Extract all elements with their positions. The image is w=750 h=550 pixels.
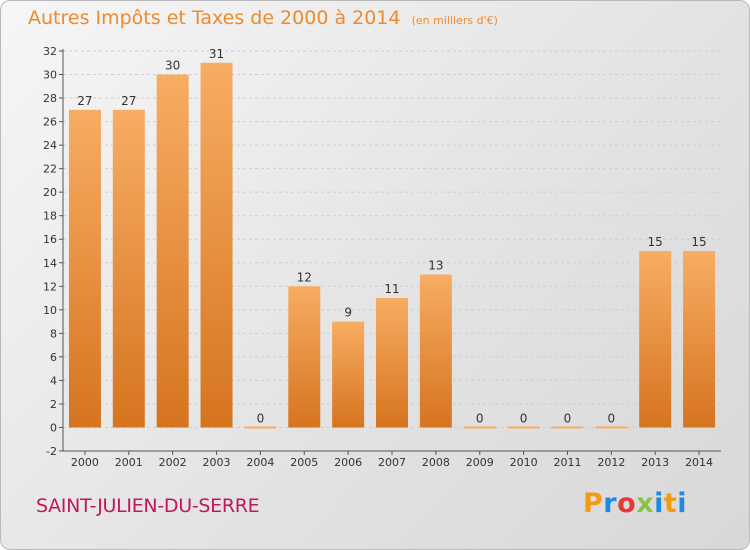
data-label: 15	[648, 235, 663, 249]
bar	[463, 426, 496, 429]
x-tick-label: 2008	[422, 456, 450, 469]
chart-title: Autres Impôts et Taxes de 2000 à 2014 (e…	[28, 7, 498, 29]
y-tick-label: 28	[43, 92, 57, 105]
data-label: 0	[608, 411, 616, 425]
title-text: Autres Impôts et Taxes de 2000 à 2014	[28, 7, 401, 29]
data-label: 0	[564, 411, 572, 425]
data-label: 27	[121, 94, 136, 108]
data-label: 30	[165, 59, 180, 73]
brand-letter: i	[677, 488, 688, 519]
data-label: 9	[344, 306, 352, 320]
data-label: 11	[384, 282, 399, 296]
data-label: 13	[428, 259, 443, 273]
y-tick-label: 2	[50, 398, 57, 411]
x-tick-label: 2010	[510, 456, 538, 469]
y-tick-label: 26	[43, 116, 57, 129]
bar	[244, 426, 277, 429]
bar	[419, 274, 452, 428]
x-tick-label: 2004	[246, 456, 274, 469]
bar	[332, 321, 365, 428]
x-tick-label: 2014	[685, 456, 713, 469]
y-tick-label: 8	[50, 327, 57, 340]
brand-letter: P	[583, 488, 604, 519]
data-label: 0	[257, 411, 265, 425]
x-tick-label: 2009	[466, 456, 494, 469]
data-label: 12	[297, 270, 312, 284]
x-tick-label: 2012	[597, 456, 625, 469]
brand-letter: i	[654, 488, 664, 519]
x-tick-label: 2002	[159, 456, 187, 469]
bar	[376, 298, 408, 428]
bar	[288, 286, 321, 428]
x-tick-label: 2003	[203, 456, 231, 469]
title-unit: (en milliers d'€)	[411, 14, 498, 27]
x-tick-label: 2007	[378, 456, 406, 469]
y-tick-label: 10	[43, 304, 57, 317]
y-tick-label: 0	[50, 421, 57, 434]
y-tick-label: 24	[43, 139, 57, 152]
y-tick-label: -2	[46, 445, 57, 458]
y-tick-label: 32	[43, 45, 57, 58]
bar	[683, 251, 716, 428]
y-tick-label: 4	[50, 374, 57, 387]
y-tick-label: 18	[43, 210, 57, 223]
brand-letter: t	[663, 488, 678, 519]
brand-letter: r	[603, 488, 618, 519]
data-label: 27	[77, 94, 92, 108]
brand-logo: Proxiti	[583, 488, 687, 519]
bar	[507, 426, 540, 429]
x-tick-label: 2001	[115, 456, 143, 469]
x-tick-label: 2005	[290, 456, 318, 469]
y-tick-label: 14	[43, 257, 57, 270]
brand-letter: x	[636, 488, 655, 519]
commune-name: SAINT-JULIEN-DU-SERRE	[36, 495, 260, 517]
data-label: 15	[691, 235, 706, 249]
y-tick-label: 12	[43, 280, 57, 293]
bars	[68, 62, 716, 429]
data-labels: 27 27 30 31 0 12 9 11 13 0 0 0 0 15 15	[77, 47, 706, 426]
y-tick-label: 16	[43, 233, 57, 246]
y-tick-label: 30	[43, 69, 57, 82]
y-tick-label: 6	[50, 351, 57, 364]
bar	[200, 62, 233, 428]
bar	[68, 109, 101, 428]
data-label: 0	[476, 411, 484, 425]
bar	[551, 426, 584, 429]
bar	[156, 74, 189, 428]
x-tick-label: 2011	[553, 456, 581, 469]
bar	[595, 426, 628, 429]
brand-letter: o	[617, 488, 637, 519]
y-tick-label: 20	[43, 186, 57, 199]
x-tick-label: 2006	[334, 456, 362, 469]
x-tick-label: 2000	[71, 456, 99, 469]
data-label: 31	[209, 47, 224, 61]
x-tick-label: 2013	[641, 456, 669, 469]
bar	[112, 109, 145, 428]
data-label: 0	[520, 411, 528, 425]
y-tick-label: 22	[43, 163, 57, 176]
bar	[639, 251, 672, 428]
